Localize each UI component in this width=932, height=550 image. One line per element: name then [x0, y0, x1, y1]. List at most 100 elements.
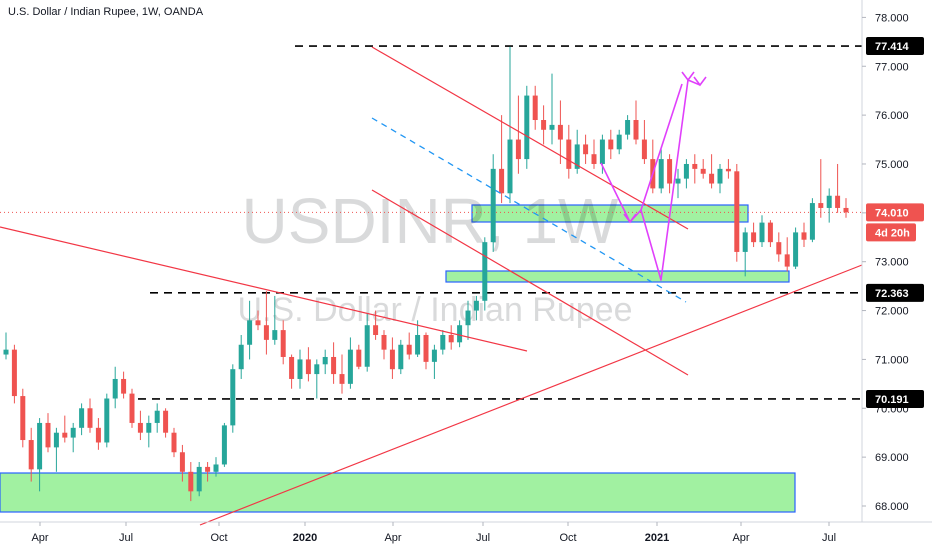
- candle[interactable]: [238, 344, 244, 370]
- candle[interactable]: [28, 440, 34, 470]
- candle[interactable]: [196, 466, 202, 492]
- candle[interactable]: [616, 134, 622, 150]
- candle[interactable]: [188, 471, 194, 492]
- candle[interactable]: [247, 320, 253, 345]
- candle[interactable]: [490, 168, 496, 243]
- candle[interactable]: [104, 398, 110, 443]
- candle[interactable]: [70, 427, 76, 438]
- candle[interactable]: [734, 171, 740, 252]
- candle[interactable]: [112, 378, 118, 399]
- candle[interactable]: [473, 300, 479, 311]
- candle[interactable]: [507, 139, 513, 194]
- price-zone[interactable]: [471, 204, 749, 223]
- candle[interactable]: [415, 334, 421, 355]
- candle[interactable]: [297, 359, 303, 379]
- candle[interactable]: [692, 163, 698, 169]
- level-badge[interactable]: [866, 389, 924, 408]
- candle[interactable]: [347, 349, 353, 384]
- candle[interactable]: [465, 310, 471, 326]
- candle[interactable]: [717, 168, 723, 184]
- candle[interactable]: [3, 349, 9, 355]
- candle[interactable]: [171, 432, 177, 453]
- candle[interactable]: [289, 356, 295, 379]
- candle[interactable]: [843, 207, 849, 213]
- candle[interactable]: [784, 254, 790, 267]
- candle[interactable]: [440, 334, 446, 350]
- candle[interactable]: [398, 344, 404, 370]
- candle[interactable]: [263, 325, 269, 340]
- candle[interactable]: [87, 408, 93, 428]
- candle[interactable]: [566, 139, 572, 169]
- candle[interactable]: [431, 349, 437, 362]
- candle[interactable]: [700, 168, 706, 174]
- candle[interactable]: [213, 464, 219, 472]
- level-badge[interactable]: [866, 283, 924, 302]
- candle[interactable]: [448, 334, 454, 343]
- candle[interactable]: [62, 432, 68, 438]
- candle[interactable]: [331, 356, 337, 375]
- candle[interactable]: [658, 159, 664, 189]
- candle[interactable]: [406, 344, 412, 355]
- current-price-badge[interactable]: [866, 203, 924, 222]
- candle[interactable]: [322, 356, 328, 365]
- trend-line[interactable]: [199, 264, 863, 526]
- candle[interactable]: [364, 325, 370, 367]
- trend-line[interactable]: [371, 189, 689, 376]
- candle[interactable]: [818, 203, 824, 208]
- candle[interactable]: [356, 349, 362, 367]
- price-zone[interactable]: [445, 270, 790, 283]
- candle[interactable]: [835, 195, 841, 208]
- candle[interactable]: [751, 232, 757, 243]
- candle[interactable]: [121, 378, 127, 394]
- candle[interactable]: [709, 173, 715, 184]
- candle[interactable]: [826, 195, 832, 208]
- candle[interactable]: [221, 425, 227, 465]
- projection-path[interactable]: [600, 79, 701, 281]
- candle[interactable]: [625, 120, 631, 135]
- candle[interactable]: [339, 374, 345, 384]
- candle[interactable]: [314, 364, 320, 375]
- candle[interactable]: [20, 396, 26, 441]
- candle[interactable]: [423, 334, 429, 362]
- candle[interactable]: [272, 330, 278, 340]
- candle[interactable]: [574, 144, 580, 169]
- candle[interactable]: [79, 408, 85, 428]
- candle[interactable]: [541, 120, 547, 130]
- candle[interactable]: [389, 349, 395, 370]
- candle[interactable]: [499, 168, 505, 194]
- level-badge[interactable]: [866, 37, 924, 56]
- candle[interactable]: [154, 410, 160, 423]
- price-zone[interactable]: [0, 472, 796, 513]
- candle[interactable]: [767, 222, 773, 243]
- candle[interactable]: [524, 95, 530, 160]
- candle[interactable]: [146, 422, 152, 433]
- candle[interactable]: [641, 139, 647, 160]
- candle[interactable]: [532, 95, 538, 121]
- candle[interactable]: [53, 432, 59, 448]
- trend-line[interactable]: [371, 46, 689, 230]
- candle[interactable]: [776, 242, 782, 255]
- candle[interactable]: [163, 410, 169, 433]
- candle[interactable]: [11, 349, 17, 397]
- candle[interactable]: [793, 232, 799, 267]
- trend-line[interactable]: [0, 226, 528, 352]
- candle[interactable]: [725, 168, 731, 172]
- candle[interactable]: [599, 139, 605, 164]
- candle[interactable]: [305, 359, 311, 375]
- candle[interactable]: [280, 330, 286, 357]
- candle[interactable]: [230, 369, 236, 426]
- candle[interactable]: [549, 124, 555, 130]
- candle[interactable]: [482, 242, 488, 301]
- candle[interactable]: [381, 334, 387, 350]
- candle[interactable]: [633, 120, 639, 140]
- candle[interactable]: [557, 124, 563, 140]
- candle[interactable]: [129, 393, 135, 423]
- candle[interactable]: [675, 178, 681, 184]
- channel-midline[interactable]: [371, 117, 687, 303]
- candle[interactable]: [179, 452, 185, 472]
- candle[interactable]: [683, 163, 689, 179]
- candle[interactable]: [591, 154, 597, 164]
- candle[interactable]: [809, 203, 815, 240]
- candle[interactable]: [608, 139, 614, 150]
